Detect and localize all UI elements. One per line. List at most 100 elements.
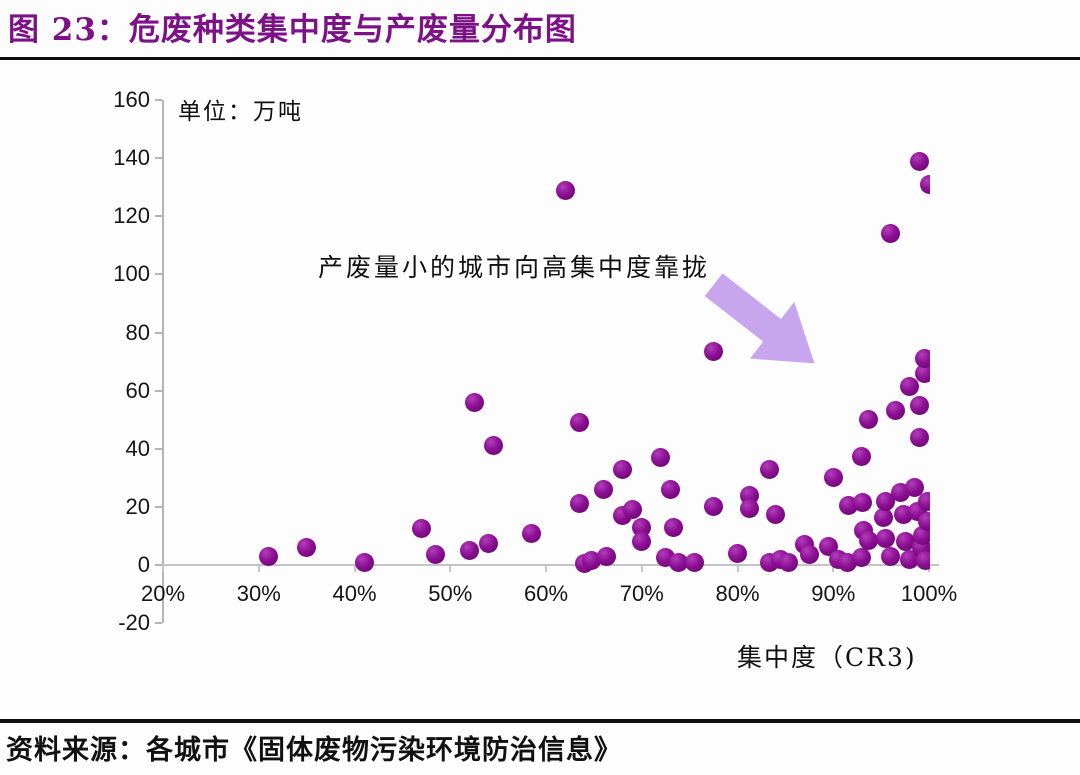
data-point	[874, 507, 894, 527]
data-point	[663, 517, 683, 537]
data-point	[593, 479, 613, 499]
data-point	[704, 341, 724, 361]
data-point	[684, 552, 704, 572]
data-point	[297, 538, 317, 558]
data-point	[632, 517, 652, 537]
x-axis-tick-label: 30%	[236, 581, 281, 606]
x-axis-tick-label: 40%	[332, 581, 377, 606]
x-axis-tick	[162, 565, 164, 572]
y-axis-tick-label: 20	[125, 493, 150, 519]
data-point	[728, 543, 747, 563]
x-axis-tick	[640, 565, 643, 572]
data-point	[893, 504, 913, 524]
title-divider	[0, 57, 1080, 60]
data-point	[859, 410, 879, 430]
x-axis-title: 集中度（CR3)	[737, 643, 917, 672]
data-point	[900, 376, 920, 396]
data-point	[881, 224, 901, 244]
x-axis-tick	[832, 565, 835, 572]
data-point	[876, 529, 896, 549]
data-point	[412, 519, 432, 539]
plot-area	[258, 151, 930, 574]
data-point	[915, 551, 930, 571]
y-axis-tick-label: 80	[125, 319, 150, 345]
y-axis-tick	[155, 331, 162, 334]
data-point	[917, 491, 930, 511]
y-axis-line	[162, 100, 164, 624]
data-point	[464, 392, 484, 412]
data-point	[839, 495, 859, 515]
y-axis-tick-label: 160	[113, 87, 150, 113]
data-point	[651, 447, 671, 467]
y-axis-tick	[155, 157, 162, 160]
data-point	[914, 349, 930, 369]
data-point	[766, 504, 786, 524]
data-point	[459, 540, 479, 560]
figure-title: 图 23：危废种类集中度与产废量分布图	[8, 12, 577, 48]
data-point	[596, 546, 616, 566]
x-axis-tick	[353, 565, 356, 572]
data-point	[632, 532, 652, 552]
data-point	[859, 530, 879, 550]
y-axis-tick	[155, 273, 162, 276]
x-axis-tick	[545, 565, 547, 572]
x-axis-tick-label: 90%	[811, 581, 856, 606]
x-axis-tick	[449, 565, 452, 572]
source-divider	[0, 719, 1080, 723]
data-point	[919, 174, 930, 194]
x-axis-tick-label: 70%	[619, 581, 664, 606]
y-axis-tick	[155, 564, 162, 566]
data-point	[778, 552, 798, 572]
x-axis-line	[163, 564, 939, 566]
y-axis-tick-label: 40	[125, 435, 150, 461]
data-point	[570, 413, 589, 433]
data-point	[852, 446, 872, 466]
data-point	[759, 459, 779, 479]
x-axis-tick	[736, 565, 739, 572]
data-point	[479, 533, 499, 553]
y-axis-tick	[155, 622, 162, 625]
data-point	[905, 478, 925, 498]
x-axis-tick	[257, 565, 260, 572]
data-point	[885, 401, 905, 421]
data-point	[668, 552, 688, 572]
unit-label: 单位：万吨	[178, 99, 303, 125]
data-point	[704, 497, 724, 517]
y-axis-tick	[155, 99, 162, 102]
data-point	[622, 500, 642, 520]
data-point	[853, 493, 873, 513]
data-point	[426, 545, 446, 565]
data-point	[613, 459, 633, 479]
data-point	[917, 511, 930, 531]
y-axis-tick	[155, 505, 162, 508]
data-point	[483, 436, 503, 456]
x-axis-tick-label: 60%	[523, 581, 569, 606]
data-point	[890, 482, 910, 502]
y-axis-tick-label: 100	[113, 261, 150, 287]
data-point	[555, 180, 575, 200]
y-axis-tick	[155, 389, 162, 392]
data-point	[914, 363, 930, 383]
source-text: 资料来源：各城市《固体废物污染环境防治信息》	[6, 735, 622, 766]
data-point	[740, 498, 760, 518]
data-point	[570, 494, 589, 514]
y-axis-tick-label: 120	[113, 203, 150, 229]
data-point	[258, 546, 278, 566]
y-axis-tick-label: 140	[113, 145, 150, 171]
data-point	[876, 491, 896, 511]
y-axis-tick-label: 60	[125, 377, 150, 403]
data-point	[522, 523, 542, 543]
x-axis-tick-label: 50%	[428, 581, 473, 606]
data-point	[582, 551, 602, 571]
data-point	[909, 427, 929, 447]
data-point	[912, 526, 930, 546]
x-axis-tick-label: 80%	[715, 581, 760, 606]
data-point	[881, 546, 901, 566]
data-point	[909, 395, 929, 415]
annotation-text: 产废量小的城市向高集中度靠拢	[318, 253, 711, 282]
y-axis-tick	[155, 215, 162, 218]
y-axis-tick-label: 0	[137, 552, 150, 577]
x-axis-tick-label: 20%	[140, 581, 186, 606]
